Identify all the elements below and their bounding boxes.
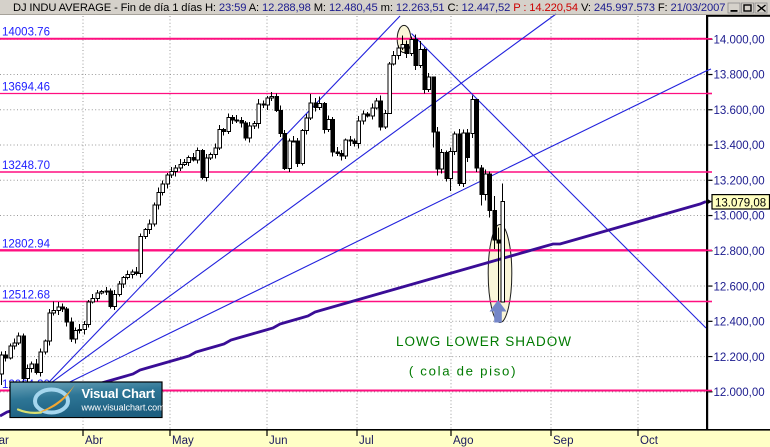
svg-text:Sep: Sep bbox=[553, 435, 573, 447]
svg-text:13248.70: 13248.70 bbox=[2, 160, 50, 172]
svg-text:Mar: Mar bbox=[0, 435, 9, 447]
svg-text:DJ INDU AVERAGE - Fin de día 1: DJ INDU AVERAGE - Fin de día 1 días H: 2… bbox=[13, 2, 725, 14]
svg-text:14003.76: 14003.76 bbox=[2, 27, 50, 39]
svg-text:Jun: Jun bbox=[269, 435, 288, 447]
svg-text:13.079,08: 13.079,08 bbox=[715, 197, 766, 209]
svg-text:LOWG LOWER SHADOW: LOWG LOWER SHADOW bbox=[396, 334, 572, 349]
svg-text:Ago: Ago bbox=[453, 435, 473, 447]
svg-text:Visual Chart: Visual Chart bbox=[82, 386, 156, 401]
svg-text:12802.94: 12802.94 bbox=[2, 238, 51, 250]
svg-text:Abr: Abr bbox=[85, 435, 103, 447]
svg-text:13.200,00: 13.200,00 bbox=[714, 175, 765, 187]
svg-text:Oct: Oct bbox=[640, 435, 659, 447]
svg-text:12.800,00: 12.800,00 bbox=[714, 246, 765, 258]
svg-text:13694.46: 13694.46 bbox=[2, 82, 50, 94]
svg-text:13.600,00: 13.600,00 bbox=[714, 105, 765, 117]
svg-text:12.000,00: 12.000,00 bbox=[714, 387, 765, 399]
svg-text:12512.68: 12512.68 bbox=[2, 290, 50, 302]
svg-text:May: May bbox=[172, 435, 194, 447]
svg-text:12.600,00: 12.600,00 bbox=[714, 281, 765, 293]
svg-text:Jul: Jul bbox=[359, 435, 374, 447]
svg-text:13.800,00: 13.800,00 bbox=[714, 70, 765, 82]
svg-text:13.000,00: 13.000,00 bbox=[714, 211, 765, 223]
svg-text:12.200,00: 12.200,00 bbox=[714, 352, 765, 364]
svg-text:( cola de piso): ( cola de piso) bbox=[409, 364, 517, 379]
svg-text:12.400,00: 12.400,00 bbox=[714, 317, 765, 329]
svg-text:www.visualchart.com: www.visualchart.com bbox=[81, 403, 165, 413]
svg-text:14.000,00: 14.000,00 bbox=[714, 34, 765, 46]
svg-text:13.400,00: 13.400,00 bbox=[714, 140, 765, 152]
